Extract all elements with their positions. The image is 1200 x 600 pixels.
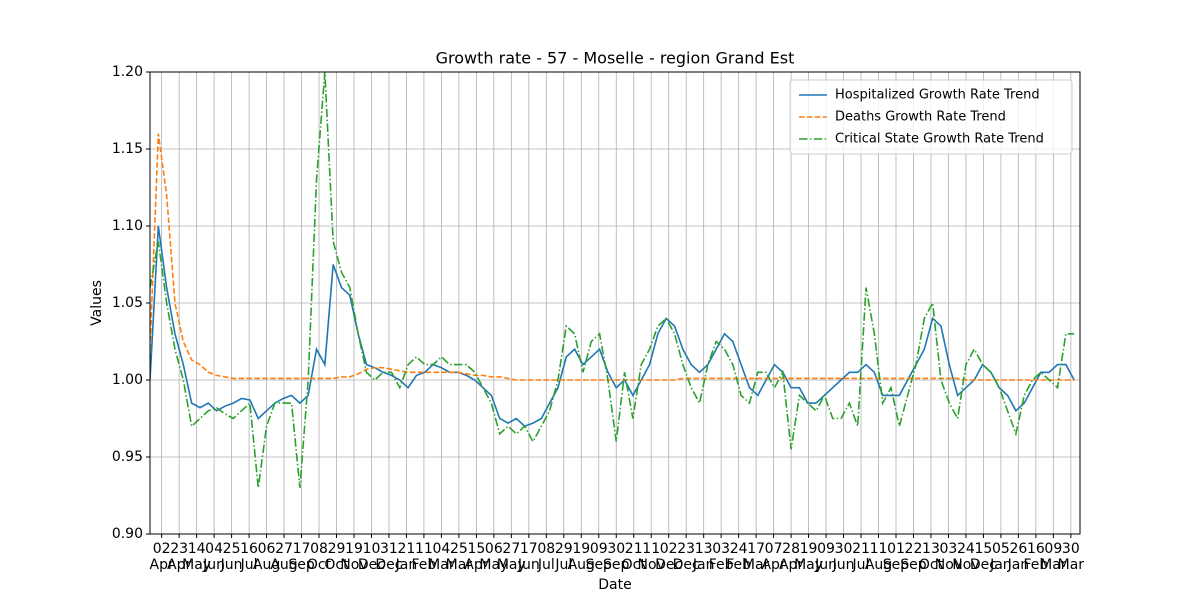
x-tick-label: 19 May (794, 541, 824, 573)
y-tick-label: 0.90 (112, 526, 143, 542)
x-tick-label: 23 Apr (167, 541, 192, 573)
x-tick-label: 21 Jan (395, 541, 418, 573)
y-tick-label: 1.10 (112, 218, 143, 234)
y-tick-label: 1.20 (112, 64, 143, 80)
x-tick-label: 28 Apr (778, 541, 804, 573)
x-tick-label: 19 Nov (340, 541, 368, 573)
x-tick-label: 25 Jun (220, 541, 243, 573)
x-tick-label: 21 Oct (621, 541, 646, 573)
x-tick-label: 06 Aug (252, 541, 281, 573)
y-tick-label: 1.05 (112, 295, 143, 311)
x-tick-label: 27 Aug (270, 541, 298, 573)
x-tick-label: 07 Apr (761, 541, 786, 573)
x-tick-label: 01 Sep (882, 541, 910, 573)
x-tick-label: 04 Jun (203, 541, 226, 573)
y-tick-label: 1.15 (112, 141, 143, 157)
x-tick-label: 03 Feb (708, 541, 734, 573)
x-tick-label: 05 Jan (990, 541, 1012, 573)
legend-box (789, 79, 1073, 155)
x-tick-label: 30 Mar (1057, 541, 1085, 573)
x-tick-label: 30 Jun (832, 541, 855, 573)
x-tick-label: 17 Jun (517, 541, 540, 573)
x-tick-label: 22 Sep (900, 541, 927, 573)
x-tick-label: 02 Dec (655, 541, 683, 573)
x-tick-label: 17 Sep (288, 541, 315, 573)
x-axis-label: Date (598, 577, 631, 593)
x-tick-label: 29 Jul (554, 541, 573, 573)
x-tick-label: 31 Dec (375, 541, 403, 573)
x-tick-label: 08 Jul (537, 541, 556, 573)
x-tick-label: 02 Apr (149, 541, 174, 573)
x-tick-label: 15 Apr (464, 541, 489, 573)
x-tick-label: 25 Mar (445, 541, 473, 573)
x-tick-label: 06 May (479, 541, 509, 573)
x-tick-label: 26 Jan (1007, 541, 1030, 573)
x-tick-label: 04 Mar (428, 541, 455, 573)
x-tick-label: 09 Mar (1040, 541, 1067, 573)
x-tick-label: 30 Sep (603, 541, 630, 573)
y-tick-label: 1.00 (112, 372, 143, 388)
x-tick-label: 29 Oct (324, 541, 349, 573)
x-tick-label: 24 Feb (726, 541, 752, 573)
y-axis-label: Values (89, 280, 105, 326)
legend-label: Deaths Growth Rate Trend (835, 110, 1006, 125)
legend-label: Hospitalized Growth Rate Trend (835, 88, 1040, 103)
x-tick-label: 16 Feb (1023, 541, 1049, 573)
x-tick-label: 27 May (496, 541, 526, 573)
x-tick-label: 03 Nov (934, 541, 963, 573)
x-tick-label: 19 Aug (567, 541, 595, 573)
x-tick-label: 16 Jul (240, 541, 258, 573)
x-tick-label: 11 Aug (864, 541, 893, 573)
x-tick-label: 21 Jul (852, 541, 870, 573)
x-tick-label: 11 Nov (637, 541, 665, 573)
legend: Hospitalized Growth Rate Trend Deaths Gro… (789, 79, 1073, 155)
x-tick-label: 09 Jun (815, 541, 837, 573)
plot-frame (149, 71, 1081, 535)
x-tick-label: 10 Dec (357, 541, 385, 573)
x-tick-label: 14 May (182, 541, 212, 573)
x-tick-label: 17 Mar (742, 541, 770, 573)
x-tick-label: 24 Nov (952, 541, 980, 573)
x-tick-label: 08 Oct (306, 541, 332, 573)
legend-label: Critical State Growth Rate Trend (835, 132, 1044, 147)
x-tick-label: 11 Feb (411, 541, 437, 573)
x-tick-label: 13 Oct (918, 541, 944, 573)
x-tick-label: 23 Dec (672, 541, 700, 573)
x-tick-label: 09 Sep (585, 541, 612, 573)
line (150, 133, 1075, 381)
x-tick-label: 15 Dec (969, 541, 997, 573)
y-tick-label: 0.95 (112, 449, 143, 465)
chart-title: Growth rate - 57 - Moselle - region Gran… (436, 49, 795, 68)
line (150, 72, 1075, 488)
x-tick-label: 13 Jan (692, 541, 715, 573)
